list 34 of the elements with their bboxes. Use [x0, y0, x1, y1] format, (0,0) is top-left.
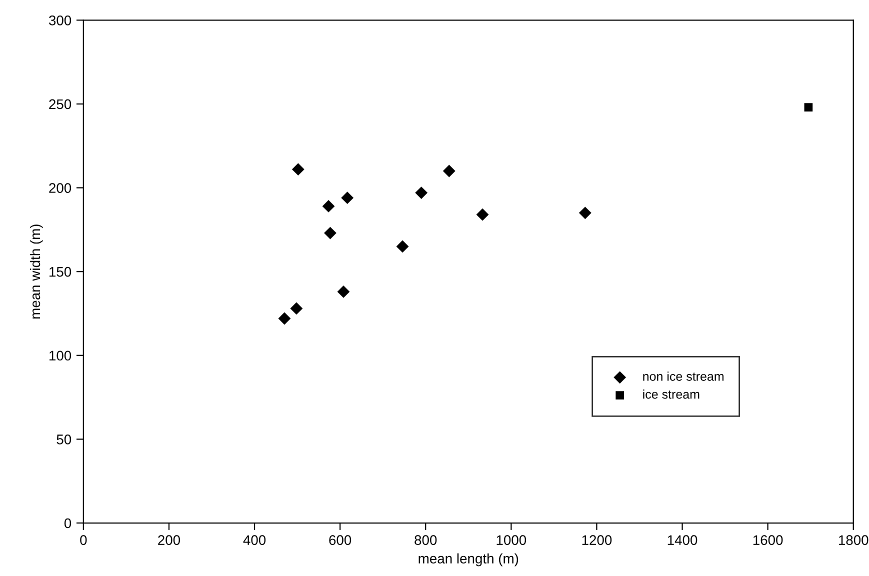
- x-axis-title: mean length (m): [418, 553, 518, 566]
- point: [578, 206, 592, 220]
- x-tick-label: 1000: [496, 535, 526, 546]
- y-tick-label: 300: [48, 15, 72, 26]
- legend-label: ice stream: [643, 390, 700, 399]
- point: [290, 302, 303, 315]
- point: [476, 208, 489, 221]
- x-tick-label: 1800: [838, 535, 868, 546]
- y-tick-label: 100: [50, 350, 72, 361]
- point: [396, 240, 409, 253]
- y-tick-label: 250: [49, 99, 72, 110]
- x-tick-label: 600: [329, 535, 352, 546]
- x-tick-label: 1400: [668, 535, 698, 546]
- point: [322, 200, 335, 212]
- point: [341, 192, 354, 204]
- point: [337, 285, 350, 298]
- y-tick-label: 0: [64, 518, 72, 528]
- point: [415, 186, 428, 200]
- x-tick-label: 1200: [582, 535, 612, 546]
- y-axis-title: mean width (m): [30, 224, 43, 319]
- point: [442, 164, 456, 178]
- x-tick-label: 800: [414, 535, 437, 546]
- x-tick-label: 400: [243, 535, 266, 546]
- legend-label: non ice stream: [643, 372, 724, 381]
- point: [804, 103, 813, 112]
- point: [292, 163, 304, 176]
- x-tick-label: 1600: [753, 535, 783, 546]
- point: [278, 312, 291, 325]
- x-tick-label: 200: [158, 535, 180, 546]
- y-tick-label: 200: [49, 183, 72, 193]
- x-tick-label: 0: [80, 535, 87, 546]
- y-tick-label: 150: [50, 266, 72, 277]
- point: [324, 226, 336, 240]
- y-tick-label: 50: [56, 434, 72, 444]
